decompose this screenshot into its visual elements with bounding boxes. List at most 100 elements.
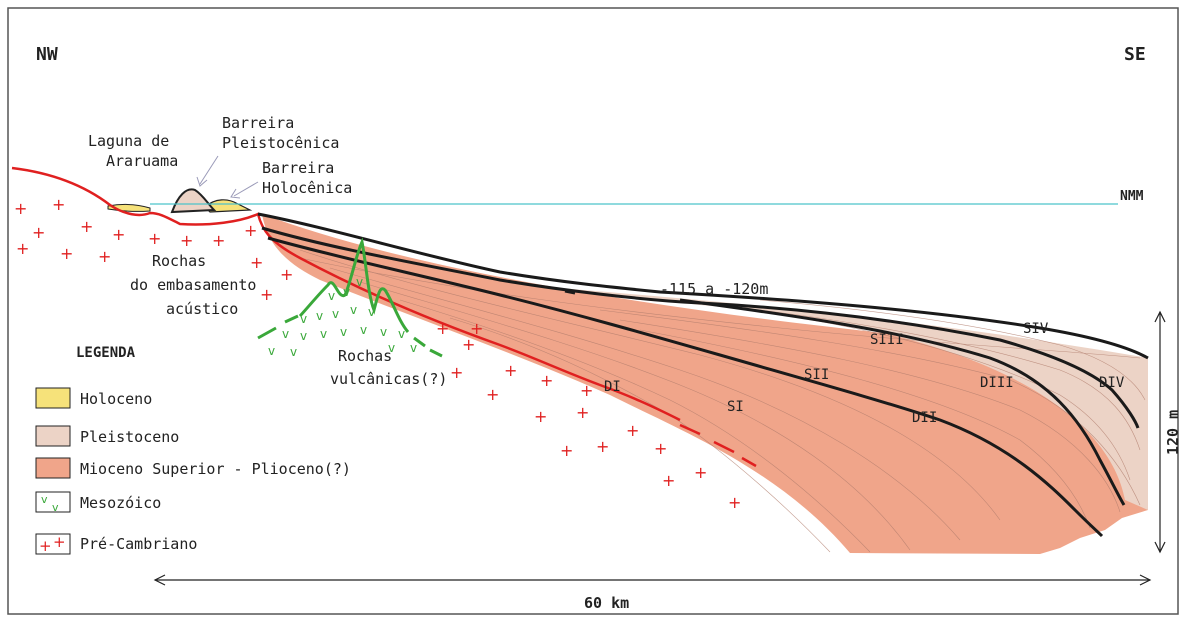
sequence-label-SIII: SIII [870,332,904,348]
svg-text:+: + [534,407,547,426]
boundary-DIV [261,226,1140,429]
svg-text:v: v [300,329,307,343]
discontinuity-label-DIV: DIV [1099,375,1125,391]
legend-swatch-pleistoceno [35,425,71,447]
figure-frame [7,7,1179,615]
laguna-label-2: Araruama [106,152,178,170]
volcanic-cone [257,237,443,358]
holo-barrier-label-1: Barreira [262,159,334,177]
nw-label: NW [36,44,58,65]
svg-text:v: v [340,325,347,339]
svg-text:v: v [282,327,289,341]
horizontal-scale-label: 60 km [584,594,629,612]
seafloor-surface [257,212,1149,360]
svg-text:+: + [626,421,639,440]
svg-text:+: + [662,471,675,490]
discontinuity-label-DI: DI [604,379,621,395]
sequence-label-SIV: SIV [1023,321,1049,337]
svg-text:+: + [98,247,111,266]
basement-label-2: do embasamento [130,276,256,294]
legend-label-mioceno: Mioceno Superior - Plioceno(?) [80,460,351,478]
sea-level-label: NMM [1120,189,1144,204]
svg-text:v: v [380,325,387,339]
precambrian-plus-pattern: + + + + + + + ++ + + + +++ +++ + ++ + + + ++ + + + + +… [14,195,741,512]
laguna-label-1: Laguna de [88,132,169,150]
basement-surface-dashed [679,423,757,468]
pleistocene-barrier [170,188,217,214]
svg-text:+: + [250,253,263,272]
pleist-barrier-label-1: Barreira [222,114,294,132]
svg-text:+: + [728,493,741,512]
legend-label-pleistoceno: Pleistoceno [80,428,179,446]
boundary-DII [267,236,1104,538]
legend-label-precambriano: Pré-Cambriano [80,535,197,553]
svg-text:+: + [596,437,609,456]
pleistocene-unit [560,288,1148,510]
pleist-barrier-label-2: Pleistocênica [222,134,339,152]
svg-text:v: v [356,275,363,289]
se-label: SE [1124,44,1146,65]
volcanic-label-2: vulcânicas(?) [330,370,447,388]
svg-text:+: + [576,403,589,422]
vertical-scale-arrow [1154,310,1166,554]
svg-text:v: v [320,327,327,341]
svg-text:+: + [14,199,27,218]
vertical-scale-label: 120 m [1164,410,1182,455]
svg-text:+: + [16,239,29,258]
svg-text:+: + [504,361,517,380]
volcanic-label-1: Rochas [338,347,392,365]
depth-marker [564,289,576,295]
svg-text:+: + [560,441,573,460]
legend-title: LEGENDA [76,345,136,361]
svg-text:+: + [436,319,449,338]
holo-barrier-label-2: Holocênica [262,179,352,197]
acoustic-basement-surface [11,166,681,422]
sequence-boundaries [257,212,1149,538]
svg-text:+: + [52,195,65,214]
svg-text:+: + [462,335,475,354]
svg-text:+: + [60,244,73,263]
svg-text:v: v [360,323,367,337]
sequence-label-SI: SI [727,399,744,415]
horizontal-scale-arrow [153,574,1152,586]
svg-text:+: + [244,221,257,240]
svg-text:v: v [328,289,335,303]
svg-text:+: + [450,363,463,382]
legend-plus-icon-1: + [39,537,52,555]
svg-text:v: v [316,309,323,323]
svg-text:+: + [80,217,93,236]
svg-text:+: + [32,223,45,242]
svg-text:+: + [280,265,293,284]
svg-text:v: v [332,307,339,321]
svg-text:v: v [343,285,350,299]
svg-text:v: v [268,344,275,358]
legend-swatch-mesozoico [35,491,71,513]
legend: LEGENDA Holoceno Pleistoceno Mioceno Sup… [35,345,351,555]
svg-text:v: v [368,305,375,319]
svg-text:+: + [486,385,499,404]
callout-arrows [196,155,259,199]
boundary-DIII [679,298,1126,506]
sequence-label-SII: SII [804,367,829,383]
svg-text:v: v [398,327,405,341]
legend-plus-icon-2: + [53,533,66,551]
svg-text:+: + [212,231,225,250]
legend-swatch-mioceno [35,457,71,479]
svg-text:+: + [540,371,553,390]
legend-swatch-precambriano [35,533,71,555]
legend-swatch-holoceno [35,387,71,409]
svg-text:v: v [300,312,307,326]
svg-text:v: v [290,345,297,359]
svg-text:+: + [694,463,707,482]
stratification-lines [299,249,1146,553]
discontinuity-label-DII: DII [912,410,937,426]
svg-text:+: + [180,231,193,250]
svg-text:+: + [148,229,161,248]
svg-text:v: v [388,341,395,355]
basement-label-3: acústico [166,300,238,318]
legend-v-icon-2: v [52,501,59,514]
basement-label-1: Rochas [152,252,206,270]
svg-text:v: v [410,341,417,355]
